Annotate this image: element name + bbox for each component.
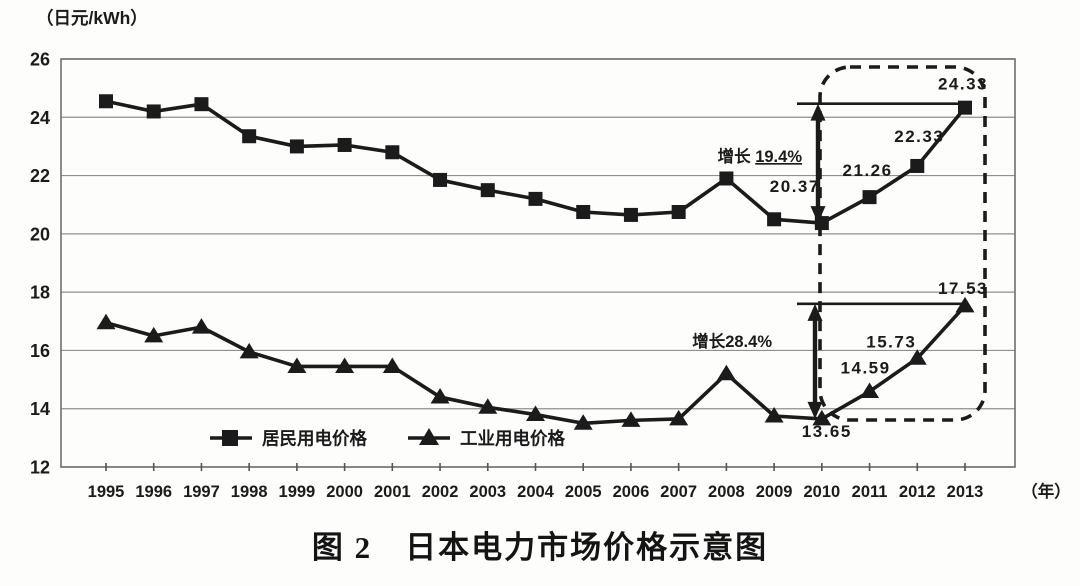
- x-tick-label-2012: 2012: [899, 483, 936, 501]
- marker-triangle-2011: [860, 382, 880, 399]
- point-label-industrial-2012: 15.73: [866, 332, 916, 351]
- y-tick-label-12: 12: [30, 458, 50, 478]
- x-tick-label-2005: 2005: [565, 483, 602, 501]
- x-tick-label-1996: 1996: [135, 483, 172, 501]
- y-axis-unit-label: （日元/kWh）: [36, 8, 148, 28]
- x-tick-label-1995: 1995: [88, 483, 125, 501]
- marker-triangle-2012: [907, 349, 927, 365]
- marker-triangle-2007: [669, 409, 689, 426]
- marker-square-2006: [623, 207, 638, 222]
- marker-square-1998: [242, 129, 257, 144]
- marker-square-1999: [289, 139, 304, 154]
- x-axis-unit-label: （年）: [1021, 481, 1071, 501]
- legend-marker-triangle: [419, 428, 439, 445]
- point-label-industrial-2011: 14.59: [841, 359, 891, 378]
- y-tick-label-24: 24: [30, 108, 50, 128]
- legend-marker-square: [222, 430, 238, 446]
- x-tick-label-2013: 2013: [947, 483, 984, 501]
- x-tick-label-2011: 2011: [852, 483, 888, 501]
- point-label-residential-2010: 20.37: [770, 177, 820, 196]
- marker-triangle-2010: [812, 409, 832, 426]
- legend-label-residential: 居民用电价格: [262, 429, 367, 449]
- x-tick-label-2002: 2002: [422, 483, 459, 501]
- marker-triangle-1996: [144, 326, 164, 343]
- marker-triangle-1995: [96, 313, 116, 330]
- marker-triangle-2000: [335, 357, 355, 373]
- marker-square-1996: [146, 104, 161, 119]
- marker-square-1997: [194, 97, 209, 112]
- marker-square-2012: [910, 158, 925, 173]
- marker-square-2013: [958, 100, 972, 115]
- marker-square-1995: [99, 94, 113, 109]
- marker-triangle-2013: [955, 296, 975, 313]
- marker-square-2002: [433, 172, 448, 187]
- legend-label-industrial: 工业用电价格: [460, 429, 565, 449]
- growth-arrow-residential-head-up: [810, 103, 826, 121]
- marker-triangle-2002: [430, 388, 450, 404]
- marker-square-2007: [671, 205, 686, 219]
- marker-triangle-2006: [621, 411, 641, 427]
- y-tick-label-18: 18: [30, 283, 50, 303]
- marker-square-2011: [862, 190, 877, 205]
- marker-triangle-2003: [478, 398, 498, 414]
- marker-square-2003: [480, 183, 495, 198]
- x-tick-label-1999: 1999: [279, 483, 316, 501]
- point-label-industrial-2013: 17.53: [938, 279, 988, 298]
- point-label-industrial-2010: 13.65: [802, 422, 852, 441]
- growth-arrow-industrial-head-up: [807, 303, 823, 321]
- marker-square-2004: [528, 191, 543, 206]
- marker-square-2001: [385, 145, 400, 160]
- marker-square-2000: [337, 137, 352, 152]
- marker-triangle-1998: [239, 342, 259, 359]
- figure-caption: 图 2 日本电力市场价格示意图: [311, 530, 769, 565]
- x-tick-label-2010: 2010: [803, 483, 840, 501]
- x-tick-label-2001: 2001: [374, 483, 411, 501]
- price-line-chart: （日元/kWh） （年） 12 14 16 18 20 22 24 26 1995 1996 199…: [30, 8, 1071, 501]
- marker-triangle-2004: [526, 405, 545, 422]
- growth-annotation-residential: 增长 19.4%: [718, 146, 803, 166]
- x-tick-label-2008: 2008: [708, 483, 745, 501]
- marker-triangle-2001: [382, 357, 402, 373]
- x-tick-label-1998: 1998: [231, 483, 268, 501]
- y-tick-label-26: 26: [30, 50, 50, 70]
- y-tick-label-22: 22: [30, 166, 50, 186]
- marker-triangle-1997: [191, 318, 211, 334]
- chart-canvas: 12 14 16 18 20 22 24 26 1995 1996 1997 1998 1999 2000…: [30, 50, 1016, 501]
- y-tick-label-16: 16: [30, 341, 50, 361]
- point-label-residential-2013: 24.33: [938, 75, 988, 94]
- x-tick-label-1997: 1997: [183, 483, 220, 501]
- marker-triangle-2009: [764, 407, 784, 423]
- x-tick-label-2009: 2009: [756, 483, 793, 501]
- marker-square-2009: [767, 212, 782, 227]
- point-label-residential-2011: 21.26: [843, 161, 893, 180]
- y-tick-label-14: 14: [30, 399, 50, 419]
- marker-triangle-2005: [573, 414, 593, 430]
- marker-square-2008: [719, 171, 734, 186]
- growth-annotation-industrial: 增长28.4%: [692, 331, 772, 351]
- x-tick-label-2003: 2003: [469, 483, 506, 501]
- marker-triangle-1999: [287, 357, 307, 373]
- plot-frame: [60, 58, 1016, 468]
- x-tick-label-2007: 2007: [660, 483, 697, 501]
- marker-square-2005: [576, 205, 591, 219]
- marker-triangle-2008: [716, 364, 736, 381]
- growth-arrow-residential-head-down: [810, 206, 826, 224]
- x-tick-label-2006: 2006: [613, 483, 650, 501]
- x-tick-label-2000: 2000: [326, 483, 363, 501]
- x-tick-label-2004: 2004: [517, 483, 555, 501]
- point-label-residential-2012: 22.33: [894, 127, 944, 146]
- y-tick-label-20: 20: [30, 224, 50, 244]
- growth-arrow-industrial-head-down: [807, 401, 823, 419]
